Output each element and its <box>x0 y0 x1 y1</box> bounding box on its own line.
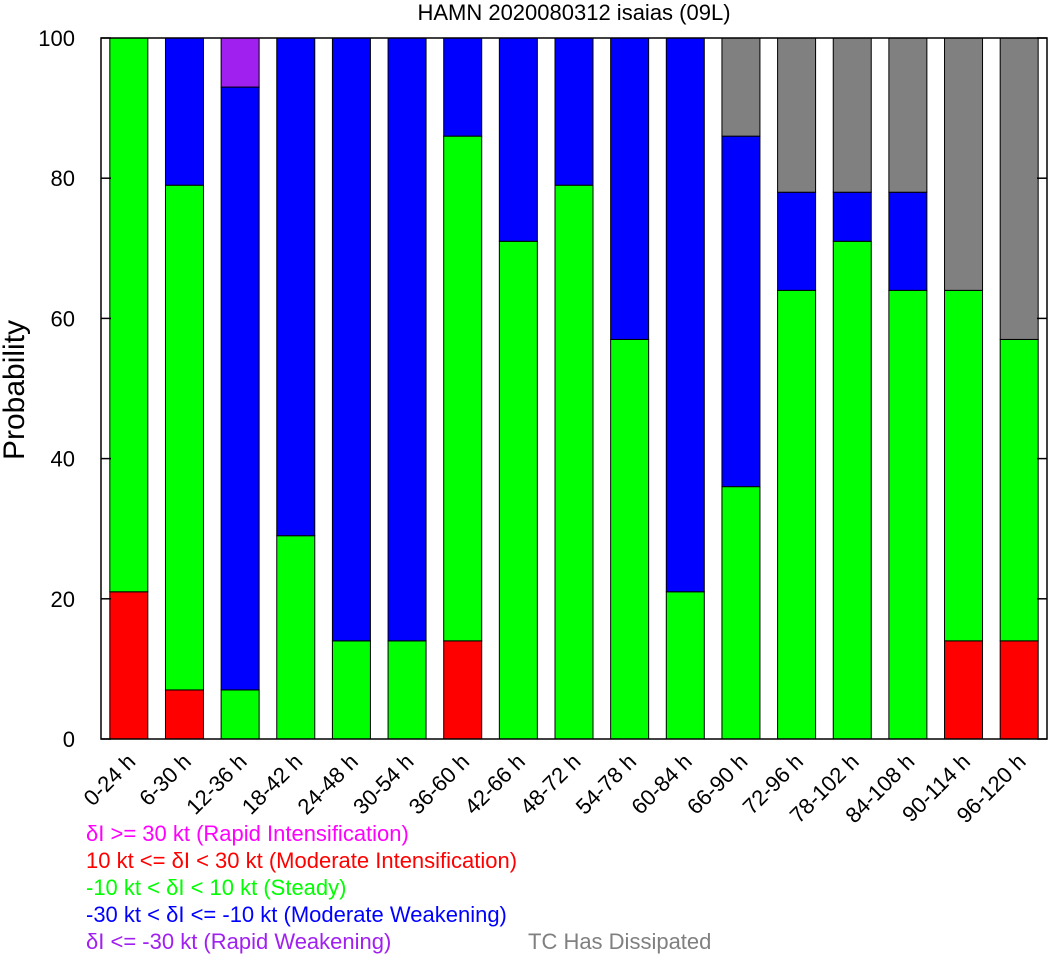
bar-ds-90-114h <box>944 37 984 291</box>
y-tick-label: 40 <box>51 447 75 472</box>
bars <box>109 37 1039 740</box>
legend-rapid-intensification: δI >= 30 kt (Rapid Intensification) <box>86 821 409 846</box>
y-tick-label: 60 <box>51 306 75 331</box>
legend-steady: -10 kt < δI < 10 kt (Steady) <box>86 875 347 900</box>
bar-mw-30-54h <box>387 37 427 642</box>
bar-st-72-96h <box>777 289 817 740</box>
x-tick-label: 36-60 h <box>404 749 474 819</box>
bar-st-24-48h <box>331 640 371 740</box>
bar-st-36-60h <box>443 135 483 642</box>
bar-st-90-114h <box>944 289 984 642</box>
x-tick-label: 24-48 h <box>293 749 363 819</box>
bar-ds-78-102h <box>832 37 872 193</box>
bar-mw-84-108h <box>888 191 928 291</box>
chart-title: HAMN 2020080312 isaias (09L) <box>417 0 730 25</box>
bar-st-30-54h <box>387 640 427 740</box>
x-tick-labels: 0-24 h6-30 h12-36 h18-42 h24-48 h30-54 h… <box>79 749 1031 828</box>
bar-mw-24-48h <box>331 37 371 642</box>
y-axis-label: Probability <box>0 320 31 460</box>
x-tick-label: 66-90 h <box>682 749 752 819</box>
y-tick-label: 80 <box>51 166 75 191</box>
plot-frame <box>100 37 1048 740</box>
bar-ds-72-96h <box>777 37 817 193</box>
bar-mw-36-60h <box>443 37 483 137</box>
bar-mw-6-30h <box>164 37 204 186</box>
bar-ds-84-108h <box>888 37 928 193</box>
y-tick-label: 100 <box>38 26 75 51</box>
bar-st-78-102h <box>832 240 872 740</box>
bar-st-54-78h <box>610 338 650 740</box>
bar-rw-12-36h <box>220 37 260 88</box>
bar-mw-18-42h <box>276 37 316 537</box>
bar-mw-12-36h <box>220 86 260 691</box>
x-tick-label: 12-36 h <box>181 749 251 819</box>
bar-st-18-42h <box>276 535 316 740</box>
bar-mw-78-102h <box>832 191 872 242</box>
x-tick-label: 0-24 h <box>79 749 141 811</box>
bar-st-42-66h <box>498 240 538 740</box>
bar-st-48-72h <box>554 184 594 740</box>
bar-st-96-120h <box>999 338 1039 642</box>
legend-rapid-weakening: δI <= -30 kt (Rapid Weakening) <box>86 929 392 954</box>
bar-st-12-36h <box>220 689 260 740</box>
bar-mw-72-96h <box>777 191 817 291</box>
bar-ds-96-120h <box>999 37 1039 340</box>
bar-st-84-108h <box>888 289 928 740</box>
x-tick-label: 48-72 h <box>515 749 585 819</box>
legend-moderate-weakening: -30 kt < δI <= -10 kt (Moderate Weakenin… <box>86 902 507 927</box>
bar-st-60-84h <box>665 591 705 740</box>
bar-st-6-30h <box>164 184 204 691</box>
x-tick-label: 54-78 h <box>571 749 641 819</box>
legend-dissipated: TC Has Dissipated <box>528 929 712 954</box>
bar-mi-0-24h <box>109 591 149 740</box>
y-tick-label: 0 <box>63 727 75 752</box>
bar-mw-60-84h <box>665 37 705 593</box>
bar-mw-48-72h <box>554 37 594 186</box>
x-tick-label: 18-42 h <box>237 749 307 819</box>
legend-moderate-intensification: 10 kt <= δI < 30 kt (Moderate Intensific… <box>86 848 518 873</box>
bar-mi-36-60h <box>443 640 483 740</box>
bar-mw-54-78h <box>610 37 650 340</box>
bar-mw-42-66h <box>498 37 538 242</box>
x-tick-label: 42-66 h <box>459 749 529 819</box>
x-tick-label: 60-84 h <box>626 749 696 819</box>
bar-mw-66-90h <box>721 135 761 488</box>
bar-st-0-24h <box>109 37 149 593</box>
bar-mi-90-114h <box>944 640 984 740</box>
bar-mi-96-120h <box>999 640 1039 740</box>
bar-ds-66-90h <box>721 37 761 137</box>
y-tick-label: 20 <box>51 587 75 612</box>
bar-mi-6-30h <box>164 689 204 740</box>
x-tick-label: 30-54 h <box>348 749 418 819</box>
bar-st-66-90h <box>721 486 761 740</box>
axes: 0 20 40 60 80 100 <box>38 26 1048 752</box>
